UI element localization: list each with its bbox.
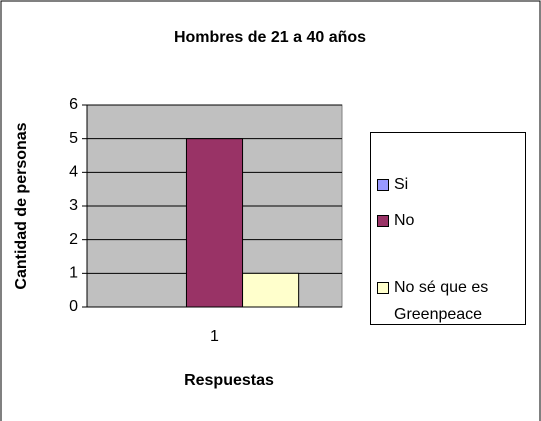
chart-title: Hombres de 21 a 40 años — [174, 29, 366, 46]
y-tick-label: 5 — [69, 130, 78, 147]
legend-entry: No — [377, 207, 524, 234]
y-axis-label: Cantidad de personas — [13, 122, 30, 289]
legend-label: No sé que es Greenpeace — [394, 279, 489, 323]
legend-entry: No sé que es Greenpeace — [377, 274, 524, 328]
legend-swatch — [377, 282, 389, 294]
y-tick-label: 1 — [69, 265, 78, 282]
y-tick-label: 3 — [69, 197, 78, 214]
x-tick-label: 1 — [210, 328, 219, 345]
legend-swatch — [377, 179, 389, 191]
legend: Si No No sé que es Greenpeace — [370, 132, 526, 325]
legend-entry: Si — [377, 171, 524, 198]
bar — [185, 138, 244, 308]
y-tick-label: 6 — [69, 96, 78, 113]
bar — [242, 272, 300, 308]
legend-label: Si — [394, 176, 409, 193]
y-tick-label: 0 — [69, 298, 78, 315]
legend-label: No — [394, 212, 415, 229]
y-tick-label: 4 — [69, 164, 78, 181]
x-axis-label: Respuestas — [184, 372, 274, 389]
legend-swatch — [377, 215, 389, 227]
y-tick-label: 2 — [69, 231, 78, 248]
